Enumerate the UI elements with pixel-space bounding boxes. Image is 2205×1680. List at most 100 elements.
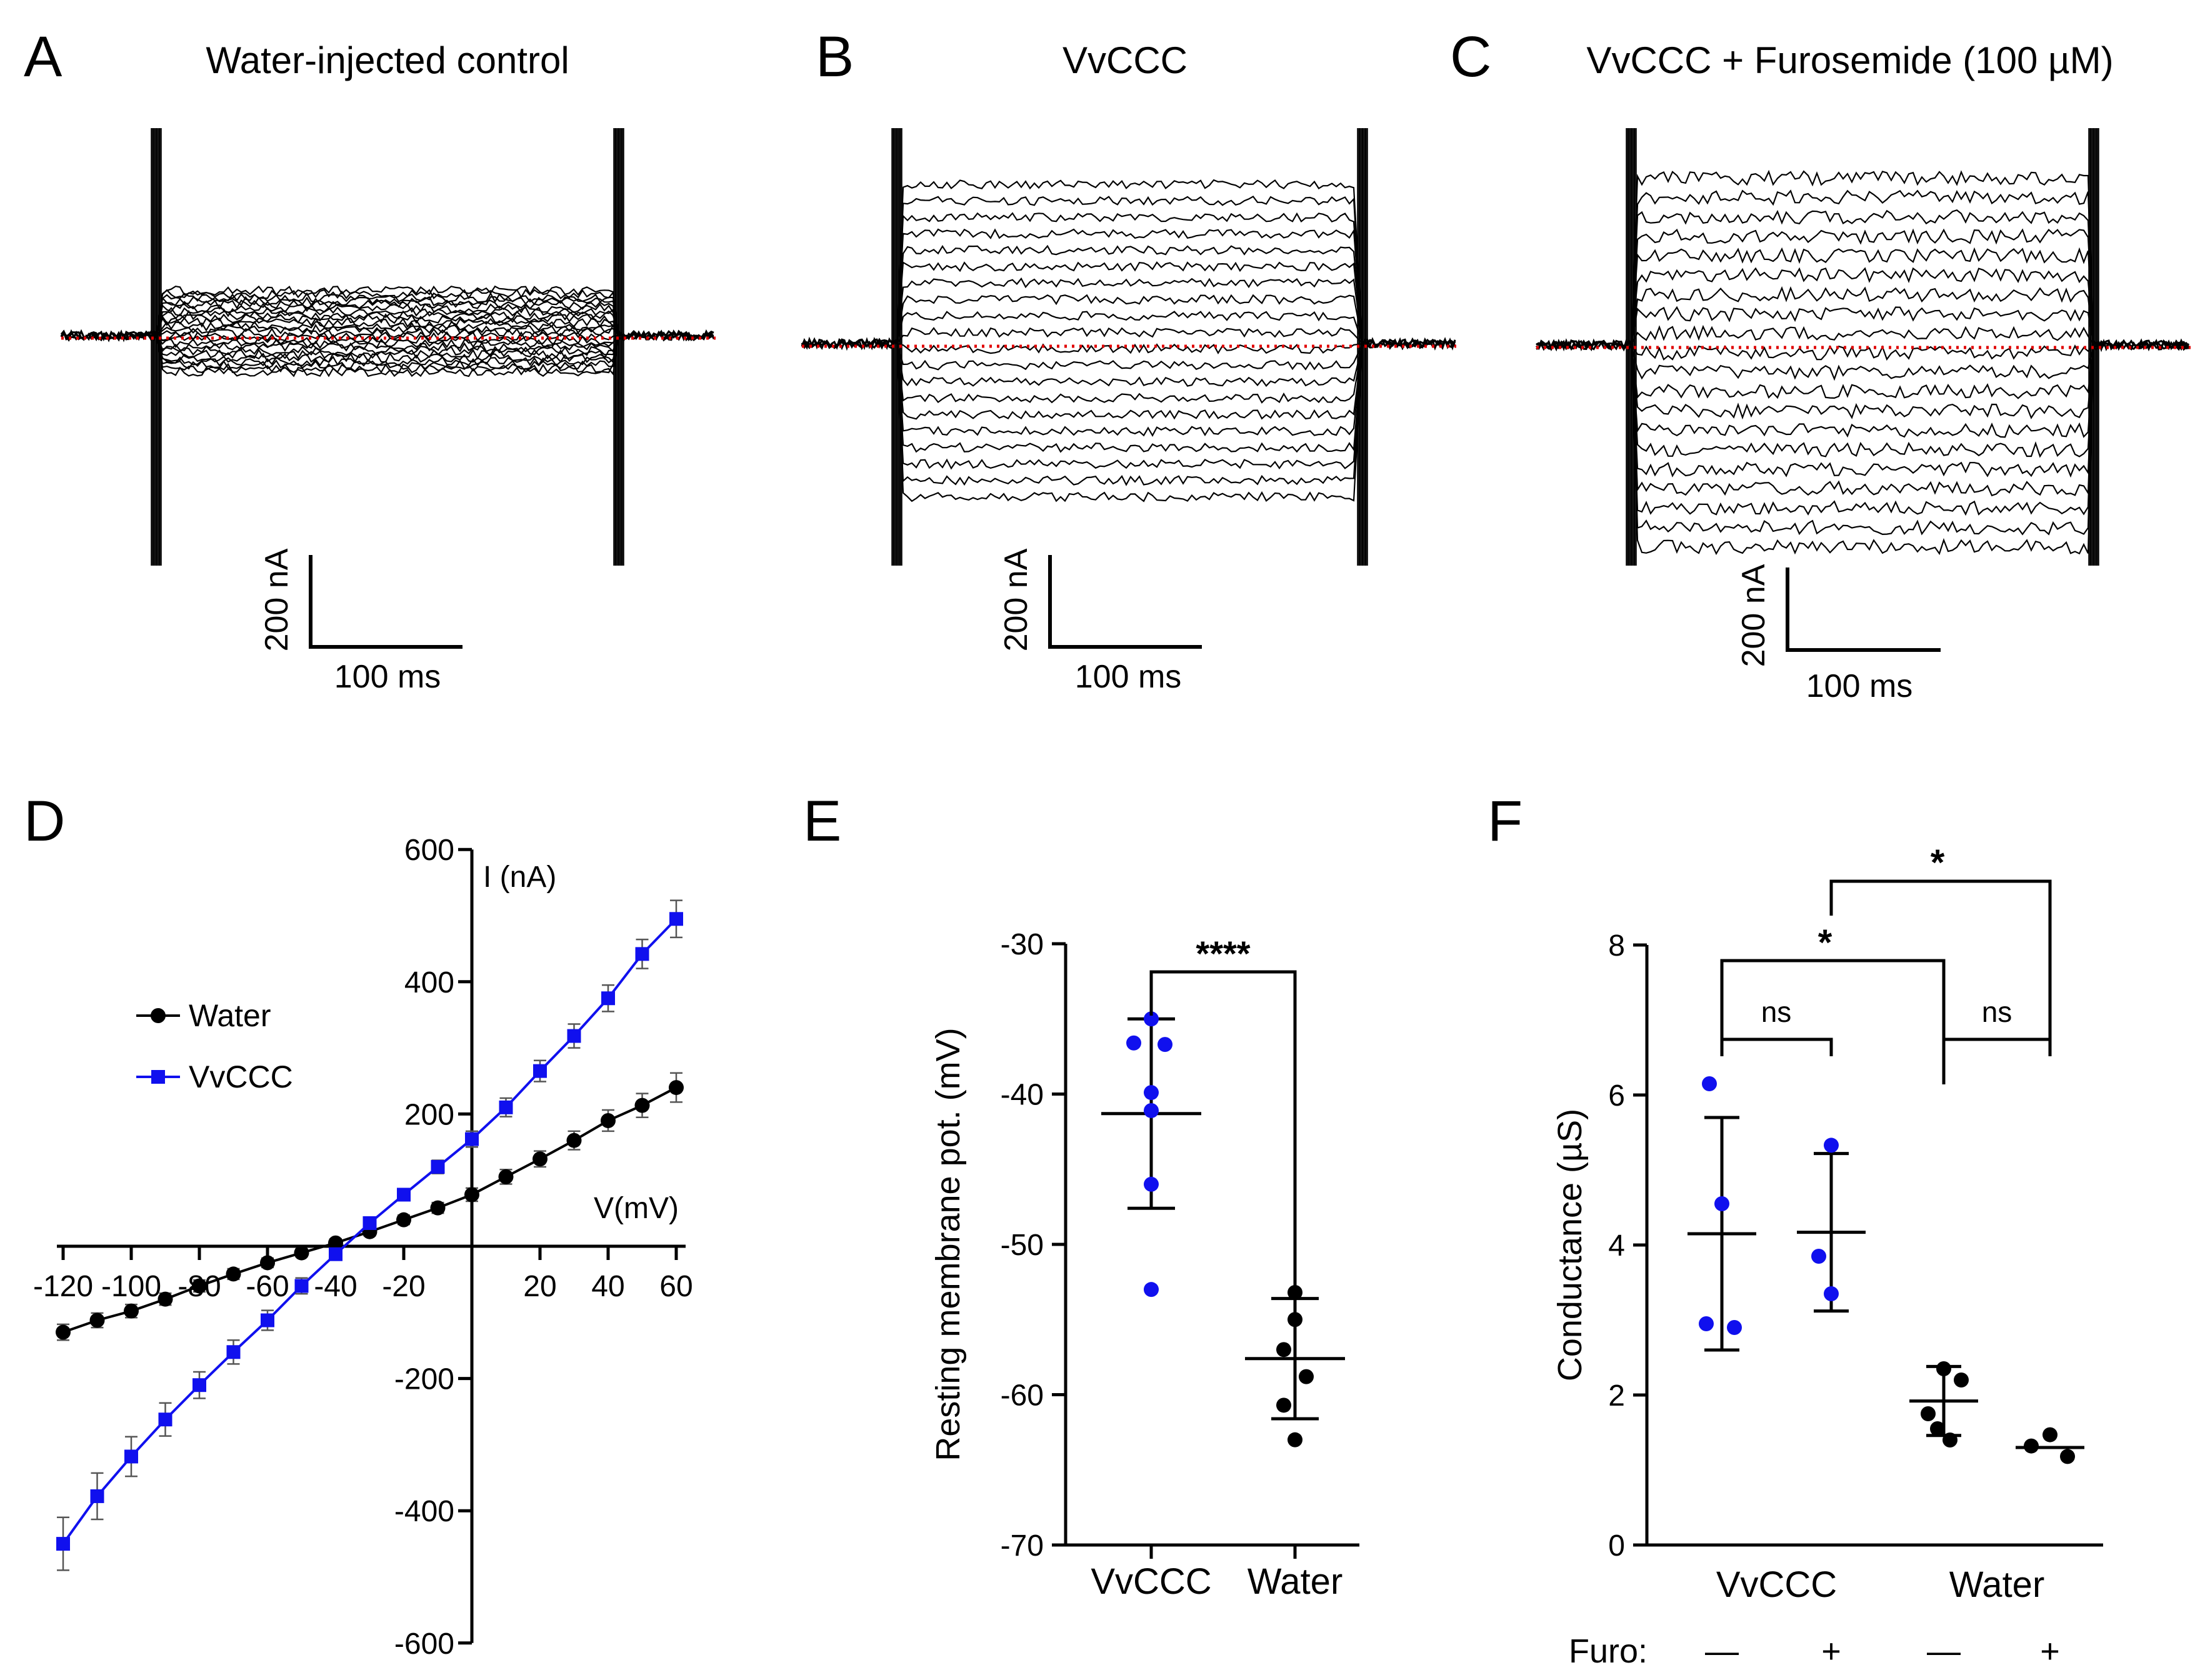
data-point-water [1288, 1284, 1302, 1300]
panel-letter-d: D [24, 789, 65, 853]
legend-label-vvccc: VvCCC [189, 1059, 293, 1094]
data-point [1824, 1138, 1839, 1153]
data-point-water [396, 1212, 411, 1228]
conductance-chart: 0 2 4 6 8 Conductance (µS) VvCCC Water Furo: — + — +… [1551, 842, 2103, 1670]
scale-bar-b-y-label: 200 nA [998, 548, 1034, 651]
data-point-water [192, 1278, 207, 1294]
current-trace [1630, 344, 2095, 497]
data-point-water [56, 1324, 71, 1340]
current-trace [1630, 344, 2095, 458]
current-trace [156, 335, 620, 353]
current-trace [155, 335, 620, 360]
data-point-water [1288, 1312, 1302, 1328]
current-trace [155, 296, 620, 336]
y-tick-label: -60 [1001, 1379, 1044, 1412]
x-tick-label: 40 [591, 1270, 624, 1303]
current-trace [896, 277, 1364, 344]
scale-bar-c-y-label: 200 nA [1736, 564, 1772, 667]
current-trace [896, 343, 1364, 437]
significance-label: * [1818, 922, 1832, 963]
x-axis-label: V(mV) [594, 1192, 679, 1225]
data-point-water [328, 1235, 343, 1251]
current-trace [1631, 324, 2094, 346]
data-point-vvccc [635, 947, 649, 961]
scale-bar-a-y-label: 200 nA [259, 548, 295, 651]
current-trace [1630, 286, 2095, 346]
current-trace [155, 335, 620, 356]
data-point-vvccc [261, 1313, 274, 1328]
current-trace [1630, 344, 2095, 399]
x-tick-label: 60 [659, 1270, 692, 1303]
data-point-vvccc [90, 1489, 104, 1503]
current-trace [1630, 228, 2095, 346]
current-trace [155, 306, 620, 336]
data-point-vvccc [1144, 1085, 1159, 1101]
data-point [2042, 1427, 2058, 1442]
significance-bracket [1720, 1038, 1833, 1056]
current-trace [1630, 344, 2095, 516]
y-tick-label: 400 [404, 966, 454, 999]
data-point-vvccc [329, 1247, 342, 1261]
current-trace [1630, 344, 2095, 478]
iv-curve-chart: -120-100-80-60-40-20204060-600-400-20020… [33, 834, 693, 1661]
data-point-water [1276, 1398, 1291, 1413]
data-point [1702, 1076, 1717, 1091]
data-point-water [532, 1151, 548, 1167]
significance-bracket [1942, 1038, 2052, 1084]
data-point-vvccc [158, 1412, 172, 1427]
significance-label: * [1931, 842, 1945, 883]
current-trace [896, 311, 1364, 344]
trace-panel-a [60, 128, 716, 566]
data-point-water [226, 1266, 241, 1282]
current-trace [155, 313, 620, 336]
y-tick-label: -400 [394, 1495, 454, 1528]
current-trace [896, 343, 1363, 371]
data-point-vvccc [499, 1100, 513, 1114]
current-trace [155, 335, 620, 378]
data-point-vvccc [1144, 1102, 1159, 1118]
data-point [1699, 1316, 1714, 1331]
data-point-water [566, 1132, 582, 1148]
data-point-water [260, 1255, 275, 1271]
current-trace [896, 343, 1364, 486]
current-trace [896, 261, 1364, 344]
x-category-label: VvCCC [1716, 1564, 1837, 1605]
data-point-water [1276, 1342, 1291, 1358]
current-trace [896, 343, 1364, 404]
furo-marker: — [1705, 1632, 1739, 1670]
data-point [1954, 1372, 1969, 1388]
data-point-vvccc [1158, 1037, 1172, 1052]
current-trace [896, 212, 1364, 344]
current-trace [896, 327, 1363, 344]
panel-c-title: VvCCC + Furosemide (100 µM) [1586, 39, 2113, 81]
y-tick-label: -600 [394, 1628, 454, 1661]
panel-letter-c: C [1450, 25, 1491, 89]
significance-label: ns [1982, 996, 2012, 1028]
data-point-water [601, 1112, 616, 1128]
scale-bar-b-x-label: 100 ms [1075, 659, 1182, 695]
data-point-vvccc [362, 1216, 377, 1230]
data-point [1942, 1432, 1958, 1448]
current-trace [155, 335, 620, 374]
furo-marker: + [1821, 1632, 1841, 1670]
y-tick-label: 8 [1608, 929, 1625, 962]
y-tick-label: 600 [404, 834, 454, 867]
y-axis-label: I (nA) [483, 861, 556, 894]
scale-bar-a: 200 nA 100 ms [259, 548, 462, 695]
current-trace [896, 343, 1364, 388]
data-point-vvccc [533, 1064, 547, 1078]
y-tick-label: -50 [1001, 1229, 1044, 1262]
y-tick-label: -30 [1001, 928, 1044, 961]
data-point-water [158, 1291, 173, 1307]
baseline-trace [1361, 338, 1456, 351]
scale-bar-c: 200 nA 100 ms [1736, 564, 1941, 704]
data-point-water [669, 1080, 684, 1096]
current-trace [1631, 344, 2094, 361]
current-trace [1630, 344, 2095, 438]
baseline-trace [60, 329, 157, 342]
x-category-label: Water [1949, 1564, 2045, 1605]
panel-a-title: Water-injected control [206, 39, 569, 81]
current-trace [1630, 209, 2095, 346]
current-trace [896, 179, 1364, 344]
